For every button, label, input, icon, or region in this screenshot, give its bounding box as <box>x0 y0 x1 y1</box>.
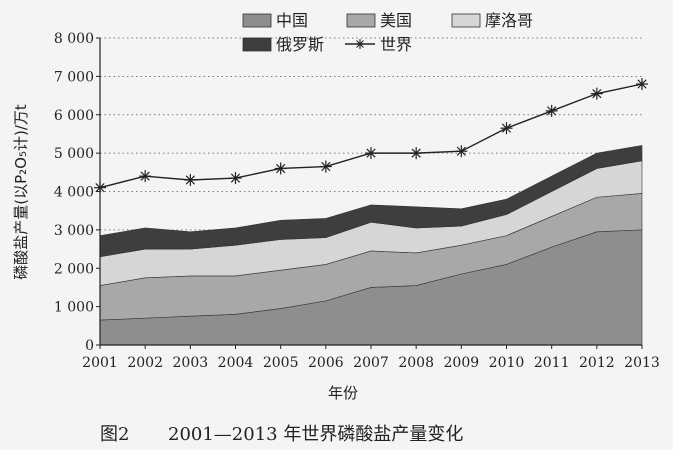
y-tick-label: 2 000 <box>54 261 94 277</box>
world-point <box>319 160 332 173</box>
legend-item: 中国 <box>242 11 308 30</box>
area-4 <box>99 145 643 258</box>
legend-item: 美国 <box>346 11 412 30</box>
x-tick-label: 2010 <box>489 355 525 371</box>
legend-item: 俄罗斯 <box>242 35 324 54</box>
legend-swatch <box>242 13 272 28</box>
y-tick-label: 7 000 <box>54 69 94 85</box>
world-point <box>410 147 423 160</box>
x-tick-label: 2002 <box>127 355 163 371</box>
y-tick-label: 4 000 <box>54 185 94 201</box>
x-tick-label: 2013 <box>624 355 660 371</box>
x-tick-label: 2001 <box>82 355 118 371</box>
x-tick-label: 2005 <box>263 355 299 371</box>
y-tick-label: 1 000 <box>54 300 94 316</box>
x-tick-labels: 2001 2002 2003 2004 2005 2006 2007 2008 2009 2010… <box>82 345 660 371</box>
world-point <box>500 122 513 135</box>
legend-label: 世界 <box>380 35 412 54</box>
y-tick-labels: 0 1 000 2 000 3 000 4 000 5 000 6 000 7 000 8 00… <box>54 31 100 354</box>
y-axis-title: 磷酸盐产量(以P₂O₅计)/万t <box>12 104 30 280</box>
x-tick-label: 2004 <box>218 355 254 371</box>
legend-label: 俄罗斯 <box>276 35 324 54</box>
legend-label: 中国 <box>276 11 308 30</box>
x-tick-label: 2012 <box>579 355 615 371</box>
x-tick-label: 2006 <box>308 355 344 371</box>
world-line-series <box>94 78 648 194</box>
legend-item: 摩洛哥 <box>451 11 533 30</box>
world-point <box>184 173 197 186</box>
legend-label: 摩洛哥 <box>485 11 533 30</box>
x-tick-label: 2009 <box>444 355 480 371</box>
world-point <box>455 145 468 158</box>
x-tick-label: 2008 <box>398 355 434 371</box>
caption-label: 图2 <box>100 424 129 445</box>
y-tick-label: 0 <box>85 338 94 354</box>
world-point <box>274 162 287 175</box>
legend-swatch <box>242 37 272 52</box>
x-axis-title: 年份 <box>328 384 358 402</box>
world-point <box>139 170 152 183</box>
legend-label: 美国 <box>380 11 412 30</box>
world-point <box>365 147 377 160</box>
y-tick-label: 8 000 <box>54 31 94 47</box>
world-point <box>229 172 242 185</box>
x-tick-label: 2003 <box>173 355 209 371</box>
x-tick-label: 2011 <box>534 355 570 371</box>
y-tick-label: 5 000 <box>54 146 94 162</box>
world-point <box>636 78 648 91</box>
caption-text: 2001—2013 年世界磷酸盐产量变化 <box>168 424 463 445</box>
legend-swatch <box>346 13 376 28</box>
x-tick-label: 2007 <box>353 355 389 371</box>
legend-swatch <box>451 13 481 28</box>
figure-caption: 图2 2001—2013 年世界磷酸盐产量变化 <box>100 424 463 445</box>
y-tick-label: 3 000 <box>54 223 94 239</box>
world-point <box>590 87 603 100</box>
y-tick-label: 6 000 <box>54 108 94 124</box>
area-series <box>99 145 643 346</box>
world-point <box>545 104 558 117</box>
legend-item: 世界 <box>345 35 412 54</box>
